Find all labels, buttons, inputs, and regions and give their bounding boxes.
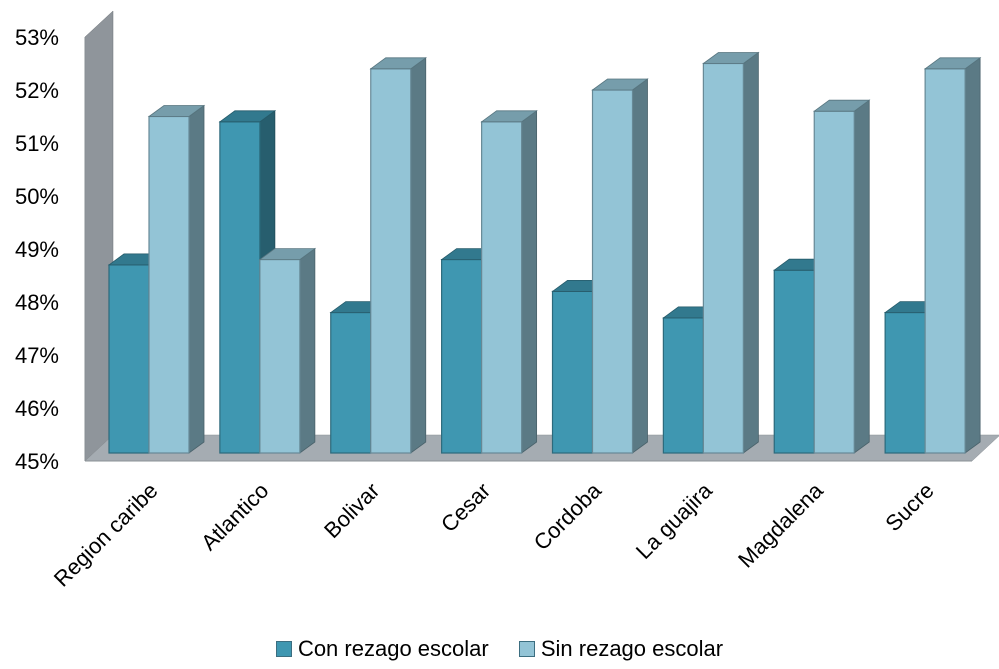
bar: [551, 290, 594, 454]
bar: [773, 269, 815, 454]
bar-side: [299, 247, 316, 454]
bar-side: [188, 104, 205, 454]
y-tick-label: 50%: [15, 184, 59, 209]
bar-top: [258, 248, 317, 261]
legend-swatch-con-rezago: [275, 641, 292, 657]
legend-label-con-rezago: Con rezago escolar: [297, 636, 489, 661]
bar: [662, 317, 704, 454]
y-tick-label: 48%: [15, 290, 59, 315]
legend: Con rezago escolar Sin rezago escolar: [0, 636, 999, 663]
x-tick-label: La guajira: [631, 477, 718, 564]
bar: [702, 62, 744, 454]
bar-side: [742, 51, 759, 454]
bar-side: [521, 110, 538, 454]
bar: [884, 312, 926, 454]
y-tick-label: 52%: [15, 78, 59, 103]
bar: [813, 110, 855, 454]
bar-side: [853, 99, 870, 454]
bar: [481, 121, 523, 454]
legend-item-sin-rezago: Sin rezago escolar: [518, 636, 724, 662]
x-tick-label: Cesar: [436, 478, 495, 537]
bar: [924, 68, 966, 454]
bar-top: [923, 57, 982, 70]
legend-item-con-rezago: Con rezago escolar: [275, 636, 489, 662]
bar: [108, 264, 150, 454]
legend-label-sin-rezago: Sin rezago escolar: [540, 636, 724, 661]
y-tick-label: 46%: [15, 396, 59, 421]
bar-side: [632, 78, 648, 454]
bar-top: [813, 99, 871, 112]
bar-top: [147, 105, 206, 117]
bar-top: [702, 52, 760, 64]
bar: [370, 68, 412, 454]
bar-side: [964, 57, 981, 454]
y-tick-label: 45%: [15, 449, 59, 474]
legend-swatch-sin-rezago: [518, 641, 535, 657]
bar: [591, 89, 634, 454]
x-tick-label: Bolivar: [319, 478, 384, 543]
x-tick-label: Magdalena: [733, 477, 828, 572]
y-tick-label: 51%: [15, 131, 59, 156]
bar-top: [369, 57, 427, 70]
bar: [259, 259, 301, 454]
x-tick-label: Region caribe: [49, 478, 163, 592]
x-tick-label: Cordoba: [529, 477, 607, 555]
y-tick-label: 47%: [15, 343, 59, 368]
bar: [441, 259, 483, 454]
y-tick-label: 53%: [15, 25, 59, 50]
bar-top: [218, 110, 277, 123]
x-tick-label: Sucre: [880, 478, 938, 536]
y-tick-label: 49%: [15, 237, 59, 262]
bar: [148, 115, 190, 454]
x-tick-label: Atlantico: [196, 478, 273, 555]
bar-side: [410, 57, 427, 454]
bar-top: [591, 78, 649, 91]
bar: [219, 121, 261, 454]
bar-top: [480, 110, 538, 123]
bar: [330, 312, 372, 454]
